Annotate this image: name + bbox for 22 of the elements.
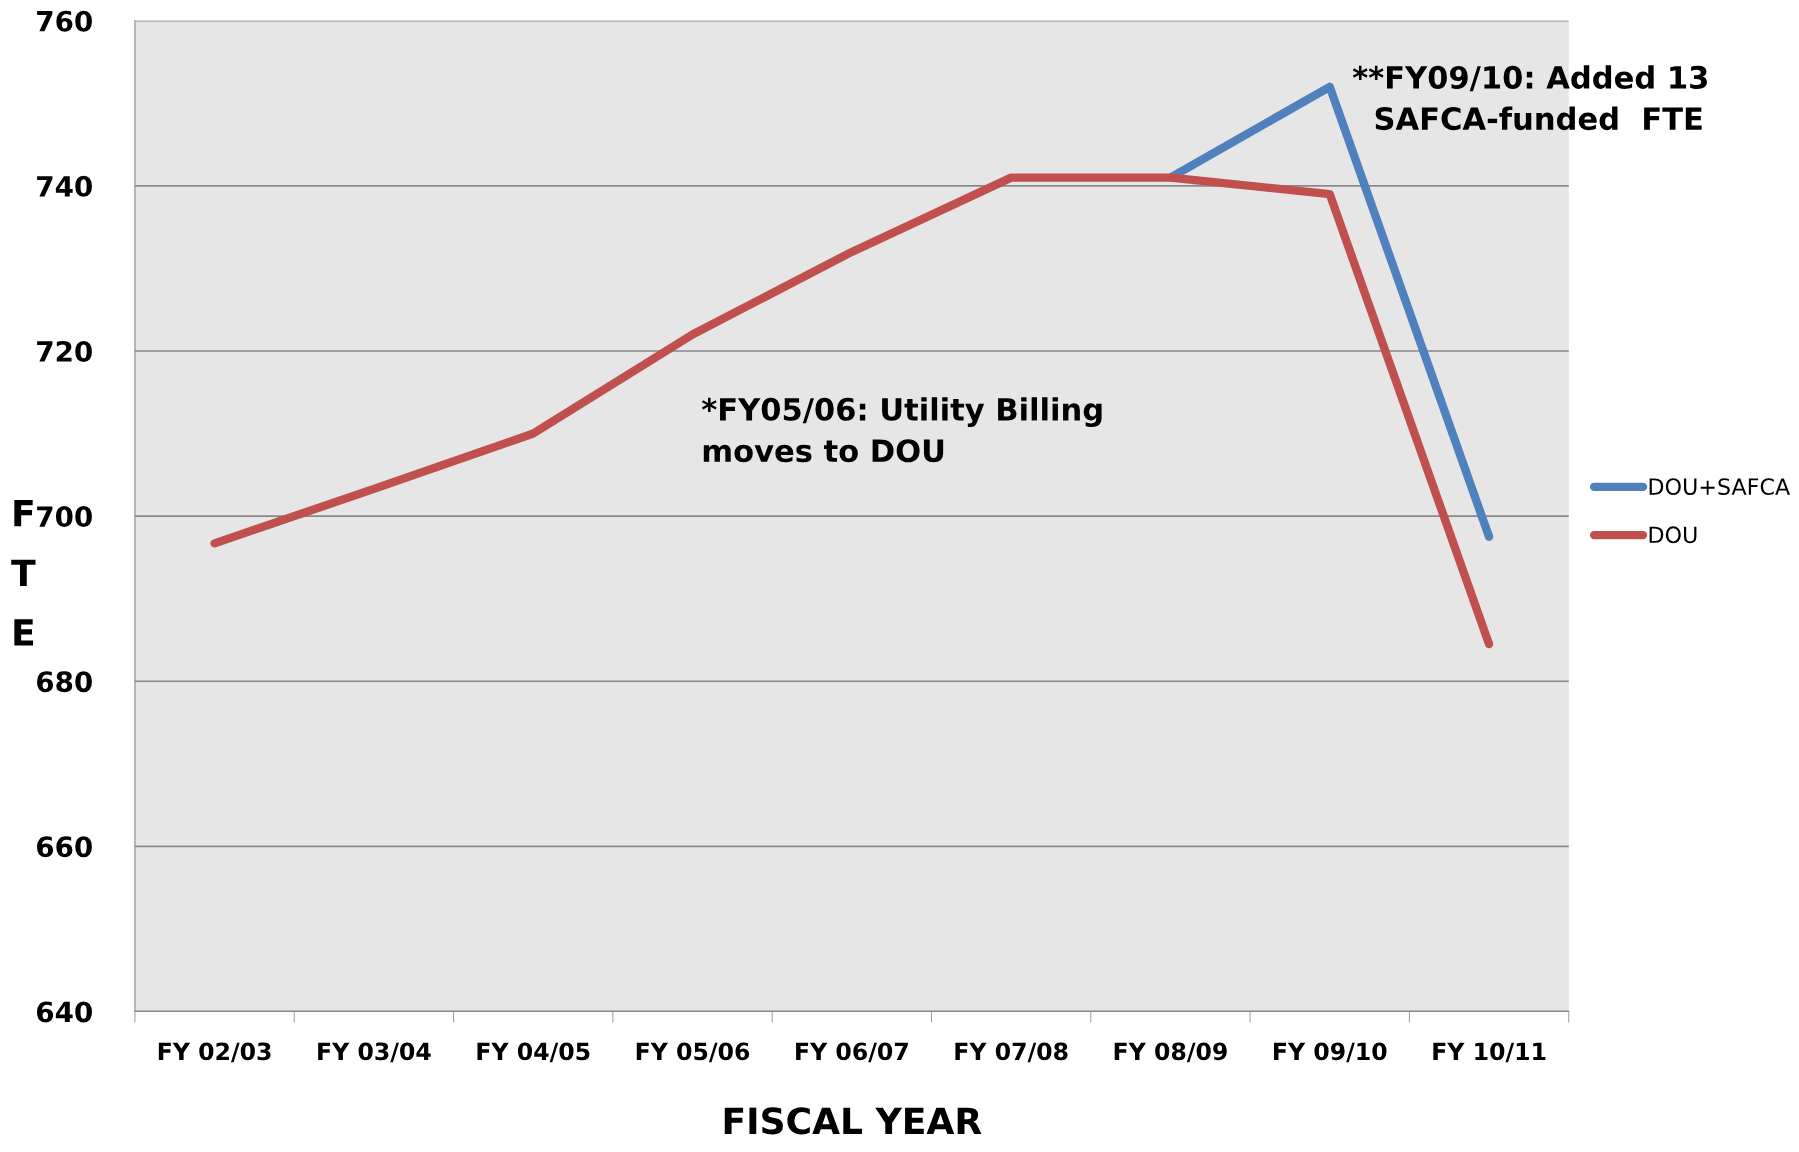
x-tick-label: FY 07/08	[955, 1042, 1068, 1063]
y-axis-title: F T E	[11, 499, 36, 646]
x-tick-label: FY 09/10	[1274, 1042, 1387, 1063]
annotation: *FY05/06: Utility Billing moves to DOU	[701, 397, 1102, 463]
x-tick-label: FY 06/07	[796, 1042, 908, 1063]
x-tick-label: FY 03/04	[318, 1042, 431, 1063]
y-tick-label: 640	[37, 1001, 92, 1023]
x-tick-label: FY 04/05	[477, 1042, 590, 1063]
legend-label: DOU	[1649, 526, 1697, 544]
x-axis-title: FISCAL YEAR	[724, 1107, 982, 1135]
y-tick-label: 740	[37, 175, 92, 197]
x-tick-label: FY 02/03	[158, 1042, 271, 1063]
y-tick-label: 680	[37, 671, 92, 693]
x-tick-label: FY 05/06	[636, 1042, 750, 1063]
annotation: **FY09/10: Added 13 SAFCA-funded FTE	[1352, 65, 1707, 131]
x-tick-label: FY 08/09	[1114, 1042, 1227, 1063]
legend-label: DOU+SAFCA	[1649, 478, 1790, 495]
y-tick-label: 760	[37, 10, 92, 32]
y-tick-label: 660	[37, 836, 92, 858]
y-tick-label: 700	[37, 506, 92, 528]
y-tick-label: 720	[37, 340, 92, 362]
x-tick-label: FY 10/11	[1433, 1042, 1546, 1063]
